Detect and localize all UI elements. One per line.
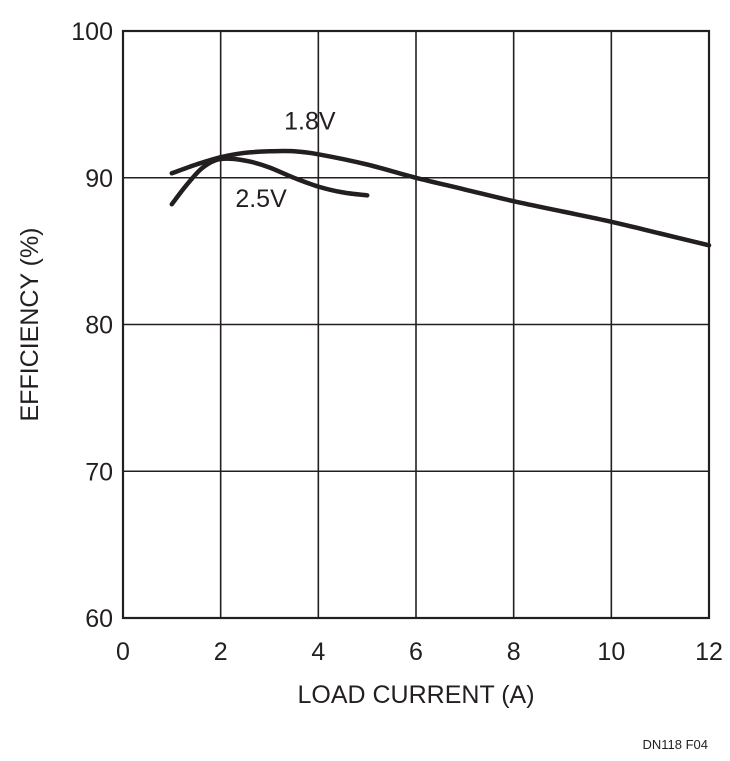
x-tick-label: 8 — [507, 638, 521, 666]
series-line-2-5v — [169, 156, 370, 207]
x-tick-label: 2 — [214, 638, 228, 666]
y-tick-label: 60 — [85, 605, 113, 633]
grid-lines — [123, 31, 709, 618]
series-curves — [169, 148, 712, 248]
series-labels: 1.8V 2.5V — [235, 107, 336, 213]
y-tick-label: 70 — [85, 458, 113, 486]
y-tick-label: 80 — [85, 312, 113, 340]
plot-frame — [121, 29, 711, 620]
series-label-2-5v: 2.5V — [235, 185, 287, 213]
x-axis-title: LOAD CURRENT (A) — [297, 681, 534, 709]
x-tick-labels: 0 2 4 6 8 10 12 — [116, 638, 723, 666]
y-tick-label: 90 — [85, 165, 113, 193]
series-label-1-8v: 1.8V — [284, 107, 336, 135]
x-tick-label: 4 — [311, 638, 325, 666]
y-axis-title: EFFICIENCY (%) — [16, 228, 44, 422]
series-line-1-8v — [169, 148, 712, 248]
x-tick-label: 12 — [695, 638, 723, 666]
figure-id: DN118 F04 — [642, 737, 708, 752]
x-tick-label: 6 — [409, 638, 423, 666]
y-tick-labels: 60 70 80 90 100 — [71, 18, 113, 633]
x-tick-label: 10 — [597, 638, 625, 666]
x-tick-label: 0 — [116, 638, 130, 666]
y-tick-label: 100 — [71, 18, 113, 46]
